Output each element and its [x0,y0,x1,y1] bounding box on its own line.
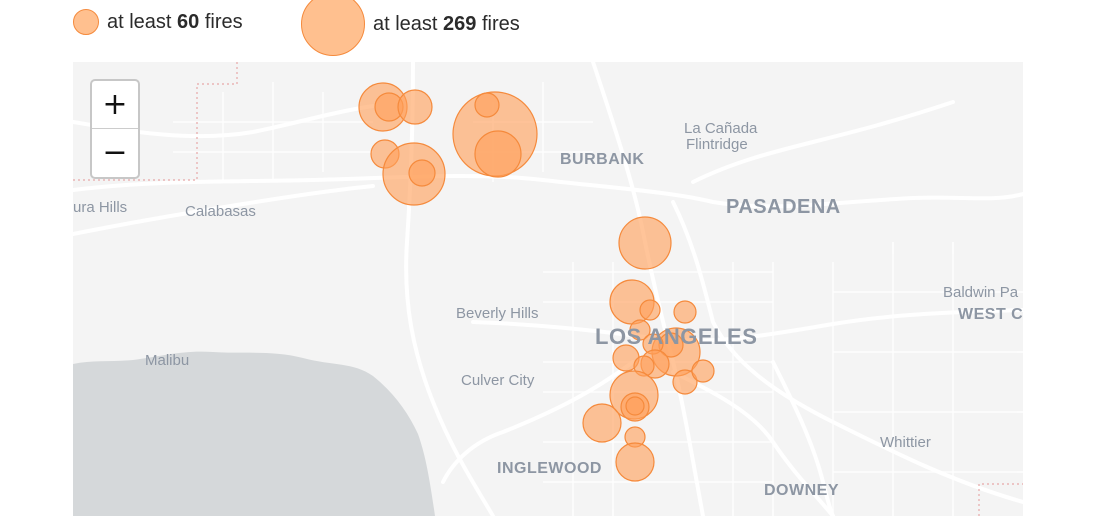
fire-circle[interactable] [582,403,622,443]
basemap [73,62,1023,516]
label-malibu: Malibu [145,352,190,369]
zoom-control: + − [90,79,140,179]
fire-circle[interactable] [629,319,651,341]
legend-large-label: at least 269 fires [373,12,520,35]
label-beverly-hills: Beverly Hills [456,305,539,322]
legend-small-label: at least 60 fires [107,10,243,33]
label-culver-city: Culver City [461,372,535,389]
zoom-in-button[interactable]: + [92,81,138,129]
legend: at least 60 fires at least 269 fires [0,0,1100,62]
label-downey: DOWNEY [764,482,839,499]
fire-circle[interactable] [618,216,672,270]
fire-circle[interactable] [474,130,522,178]
label-baldwin-park: Baldwin Pa [943,284,1019,301]
fire-circle[interactable] [691,359,715,383]
label-agoura-hills: ura Hills [73,199,128,216]
label-la-canada-line2: Flintridge [686,136,748,153]
legend-item-large: at least 269 fires [301,0,520,56]
label-whittier: Whittier [880,434,931,451]
fire-circle[interactable] [673,300,697,324]
legend-large-circle [301,0,365,56]
fire-circle[interactable] [639,299,661,321]
label-calabasas: Calabasas [185,203,256,220]
zoom-out-button[interactable]: − [102,134,128,170]
fire-circle[interactable] [625,396,645,416]
fire-circle[interactable] [408,159,436,187]
map[interactable]: BURBANK La Cañada Flintridge PASADENA ur… [73,62,1023,516]
fire-circle[interactable] [672,369,698,395]
label-pasadena: PASADENA [726,196,841,218]
legend-small-circle [73,9,99,35]
label-burbank: BURBANK [560,151,645,168]
label-inglewood: INGLEWOOD [497,460,602,477]
fire-circle[interactable] [615,442,655,482]
legend-item-small: at least 60 fires [73,9,243,35]
label-la-canada-line1: La Cañada [684,120,758,137]
fire-circle[interactable] [474,92,500,118]
fire-circles [358,82,715,482]
label-west-covina: WEST C [958,306,1023,323]
fire-circle[interactable] [397,89,433,125]
label-los-angeles: LOS ANGELES [595,324,758,349]
